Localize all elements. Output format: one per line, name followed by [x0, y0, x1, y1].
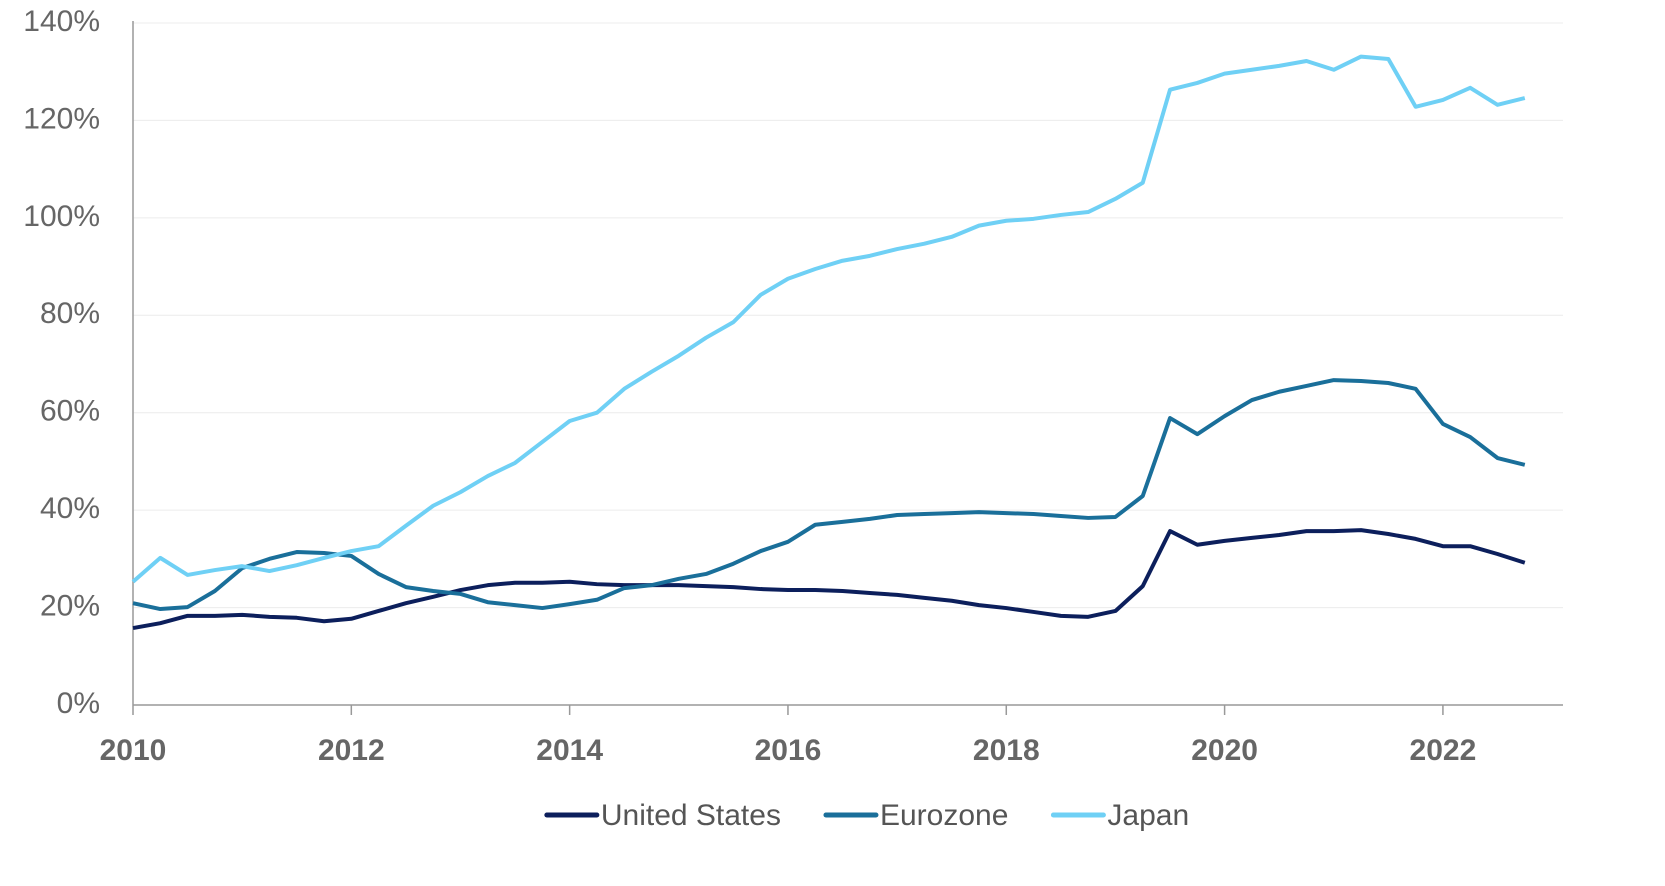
x-tick-label: 2022	[1410, 734, 1477, 767]
legend-label: United States	[601, 799, 781, 832]
line-series	[131, 54, 1526, 584]
y-tick-label: 80%	[40, 297, 100, 330]
y-tick-label: 120%	[23, 102, 100, 135]
legend-label: Japan	[1107, 799, 1189, 832]
x-tick-label: 2010	[100, 734, 167, 767]
y-tick-label: 40%	[40, 492, 100, 525]
y-tick-label: 0%	[57, 687, 100, 720]
line-series	[132, 528, 1526, 630]
line-series	[132, 378, 1526, 612]
legend-label: Eurozone	[880, 799, 1008, 832]
y-tick-label: 20%	[40, 589, 100, 622]
x-tick-label: 2012	[318, 734, 385, 767]
x-tick-label: 2020	[1191, 734, 1258, 767]
y-tick-label: 100%	[23, 200, 100, 233]
y-tick-label: 140%	[23, 5, 100, 38]
x-tick-label: 2016	[755, 734, 822, 767]
x-tick-label: 2018	[973, 734, 1040, 767]
x-tick-label: 2014	[536, 734, 603, 767]
y-tick-label: 60%	[40, 395, 100, 428]
